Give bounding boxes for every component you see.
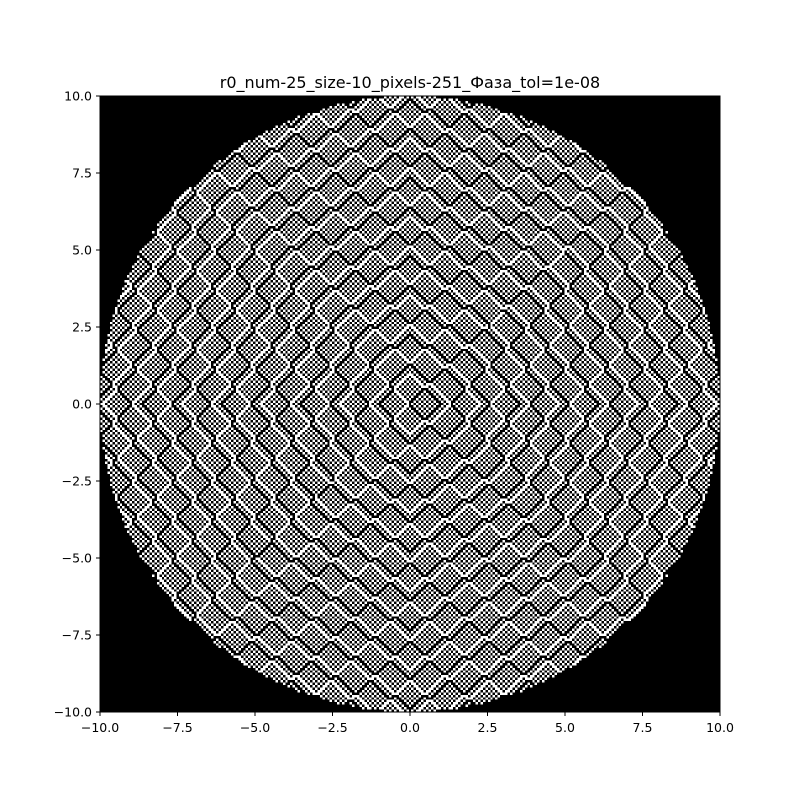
y-tick-label: 5.0 — [72, 243, 92, 258]
x-tick-label: 7.5 — [633, 720, 653, 735]
plot-area — [99, 95, 721, 713]
x-tick-label: 5.0 — [555, 720, 575, 735]
x-tick-label: 2.5 — [478, 720, 498, 735]
y-axis: −10.0 −7.5 −5.0 −2.5 0.0 2.5 5.0 7.5 10.0 — [54, 89, 100, 720]
x-axis: −10.0 −7.5 −5.0 −2.5 0.0 2.5 5.0 7.5 10.0 — [81, 712, 734, 735]
x-tick-label: 0.0 — [400, 720, 420, 735]
phase-heatmap-image — [100, 96, 720, 712]
y-tick-label: −10.0 — [54, 705, 92, 720]
x-tick-label: 10.0 — [706, 720, 734, 735]
y-tick-label: 0.0 — [72, 397, 92, 412]
chart-title: r0_num-25_size-10_pixels-251_Фаза_tol=1e… — [220, 73, 600, 93]
x-tick-label: −10.0 — [81, 720, 119, 735]
y-tick-label: 2.5 — [72, 320, 92, 335]
x-tick-label: −5.0 — [240, 720, 270, 735]
y-tick-label: 10.0 — [64, 89, 92, 104]
x-tick-label: −2.5 — [317, 720, 347, 735]
y-tick-label: 7.5 — [72, 166, 92, 181]
x-tick-label: −7.5 — [162, 720, 192, 735]
y-tick-label: −5.0 — [62, 551, 92, 566]
y-tick-label: −2.5 — [62, 474, 92, 489]
y-tick-label: −7.5 — [62, 628, 92, 643]
